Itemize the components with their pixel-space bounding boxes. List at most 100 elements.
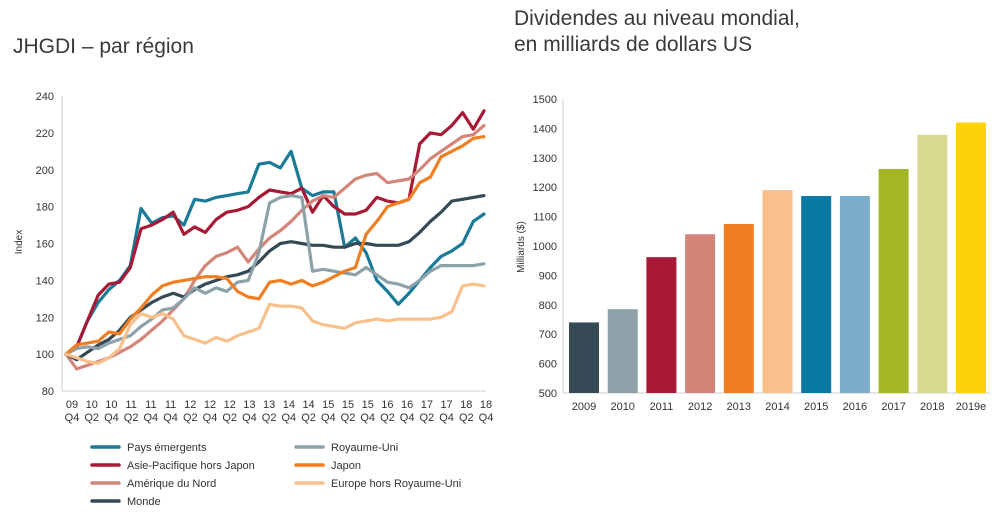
bar-x-tick-label: 2016 [843,401,867,413]
x-tick-year: 15 [322,399,334,411]
x-tick-quarter: Q2 [420,412,435,424]
x-tick-year: 10 [105,399,117,411]
y-tick-label: 140 [36,275,54,287]
series-line [64,109,486,356]
y-tick-label: 160 [36,239,54,251]
bar-x-tick-label: 2017 [881,401,905,413]
x-tick-quarter: Q4 [163,412,178,424]
bar-x-tick-label: 2011 [650,401,674,413]
series-line [64,149,486,356]
x-tick-year: 11 [125,399,136,411]
x-tick-year: 18 [480,399,492,411]
legend-label: Monde [127,496,161,508]
y-tick-label: 80 [42,386,54,398]
x-tick-quarter: Q4 [479,412,494,424]
bar-y-tick-label: 600 [539,359,557,371]
bar [878,168,909,393]
bar-y-tick-label: 900 [539,270,557,282]
x-tick-quarter: Q4 [321,412,336,424]
x-tick-quarter: Q2 [301,412,316,424]
x-tick-year: 17 [421,399,433,411]
bar-chart-title: Dividendes au niveau mondial, en milliar… [514,6,800,58]
x-tick-quarter: Q4 [400,412,415,424]
x-tick-year: 17 [440,399,452,411]
x-tick-year: 09 [66,399,78,411]
bar-y-tick-label: 1200 [533,182,557,194]
x-tick-quarter: Q2 [183,412,198,424]
y-tick-label: 220 [36,128,54,140]
x-tick-quarter: Q4 [144,412,159,424]
legend-label: Amérique du Nord [127,478,216,490]
bar-y-tick-label: 500 [539,388,557,400]
bar [762,190,793,393]
series-line [64,123,486,371]
y-tick-label: 200 [36,165,54,177]
x-tick-quarter: Q2 [222,412,237,424]
x-tick-quarter: Q2 [459,412,474,424]
x-tick-quarter: Q4 [104,412,119,424]
x-tick-year: 16 [381,399,393,411]
bar-x-tick-label: 2012 [688,401,712,413]
bar [801,196,832,393]
bar-x-tick-label: 2010 [610,401,634,413]
x-tick-quarter: Q4 [439,412,454,424]
x-tick-year: 12 [224,399,236,411]
bar-y-tick-label: 800 [539,300,557,312]
y-axis-title: Index [14,230,25,254]
line-chart: 80100120140160180200220240Index09Q410Q21… [14,91,494,508]
bar-y-tick-label: 1100 [533,212,557,224]
y-tick-label: 240 [36,91,54,103]
bar [569,322,599,393]
x-tick-quarter: Q4 [242,412,257,424]
x-tick-year: 16 [401,399,413,411]
x-tick-year: 12 [184,399,196,411]
x-tick-quarter: Q2 [341,412,356,424]
x-tick-year: 18 [460,399,472,411]
line-chart-title: JHGDI – par région [13,35,194,58]
x-tick-year: 12 [204,399,216,411]
bar [839,196,870,393]
bar-y-tick-label: 1500 [533,94,557,106]
x-tick-year: 14 [283,399,295,411]
x-tick-quarter: Q2 [84,412,99,424]
series-line [64,135,486,356]
bar [646,257,677,393]
bar [723,223,754,393]
x-tick-year: 15 [362,399,374,411]
bar-x-tick-label: 2018 [920,401,944,413]
bar-y-tick-label: 700 [539,329,557,341]
bar-x-tick-label: 2019e [956,401,987,413]
legend-label: Japon [331,460,361,472]
x-tick-year: 15 [342,399,354,411]
legend-label: Royaume-Uni [331,442,398,454]
y-tick-label: 100 [36,349,54,361]
x-tick-quarter: Q4 [203,412,218,424]
x-tick-year: 11 [145,399,156,411]
bar [685,234,716,393]
bar-y-tick-label: 1000 [533,241,557,253]
legend-label: Pays émergents [127,442,207,454]
x-tick-quarter: Q2 [380,412,395,424]
x-tick-quarter: Q2 [262,412,277,424]
bar-chart-title-line1: Dividendes au niveau mondial, [514,7,801,30]
series-line [64,282,486,365]
y-tick-label: 120 [36,312,54,324]
bar-y-axis-title: Milliards ($) [516,221,527,273]
bar-x-tick-label: 2015 [804,401,828,413]
series-line [64,194,486,356]
x-tick-quarter: Q4 [360,412,375,424]
bar-x-tick-label: 2009 [572,401,596,413]
x-tick-year: 14 [302,399,314,411]
x-tick-quarter: Q4 [65,412,80,424]
legend-label: Europe hors Royaume-Uni [331,478,461,490]
bar-x-tick-label: 2014 [765,401,789,413]
legend-label: Asie-Pacifique hors Japon [127,460,255,472]
bar [956,122,986,394]
x-tick-quarter: Q2 [124,412,139,424]
bar-y-tick-label: 1300 [533,153,557,165]
x-tick-year: 13 [263,399,275,411]
y-tick-label: 180 [36,202,54,214]
bar-x-tick-label: 2013 [727,401,751,413]
bar [917,134,948,394]
